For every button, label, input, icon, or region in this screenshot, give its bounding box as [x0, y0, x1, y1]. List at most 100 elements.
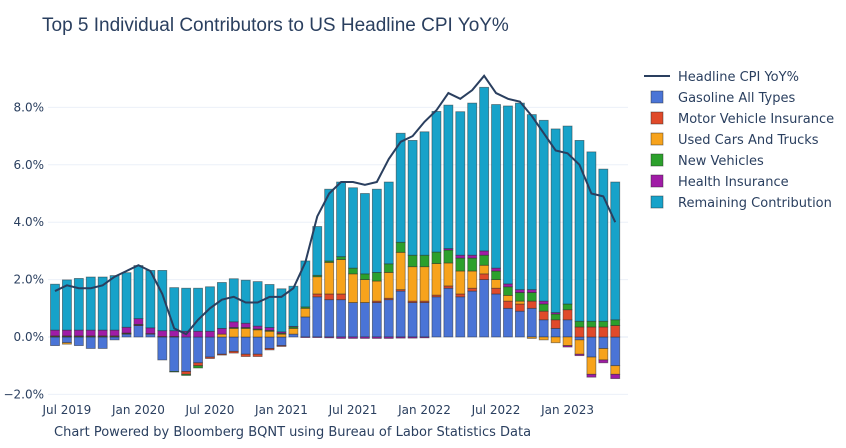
bar-used-cars-and-trucks[interactable] [526, 336, 537, 339]
bar-gasoline-all-types[interactable] [574, 336, 585, 341]
bar-health-insurance[interactable] [133, 318, 144, 325]
bar-motor-vehicle-insurance[interactable] [228, 350, 239, 354]
bar-motor-vehicle-insurance[interactable] [455, 293, 466, 298]
bar-health-insurance[interactable] [300, 336, 311, 338]
bar-health-insurance[interactable] [50, 329, 60, 337]
bar-gasoline-all-types[interactable] [121, 333, 132, 338]
bar-new-vehicles[interactable] [360, 273, 370, 280]
bar-motor-vehicle-insurance[interactable] [598, 326, 609, 338]
bar-used-cars-and-trucks[interactable] [228, 327, 239, 338]
bar-gasoline-all-types[interactable] [586, 336, 597, 358]
bar-used-cars-and-trucks[interactable] [276, 333, 287, 338]
bar-new-vehicles[interactable] [371, 272, 382, 282]
bar-remaining-contribution[interactable] [193, 287, 203, 332]
bar-motor-vehicle-insurance[interactable] [216, 353, 227, 356]
bar-remaining-contribution[interactable] [133, 265, 144, 320]
bar-gasoline-all-types[interactable] [562, 319, 573, 338]
bar-health-insurance[interactable] [395, 336, 406, 339]
bar-remaining-contribution[interactable] [550, 128, 561, 314]
bar-health-insurance[interactable] [109, 329, 120, 337]
bar-health-insurance[interactable] [503, 283, 513, 288]
bar-gasoline-all-types[interactable] [300, 316, 311, 338]
legend[interactable]: Headline CPI YoY% Gasoline All Types Motor… [644, 70, 834, 211]
bar-remaining-contribution[interactable] [181, 287, 192, 332]
bar-used-cars-and-trucks[interactable] [455, 270, 466, 295]
bar-gasoline-all-types[interactable] [276, 336, 287, 347]
bar-gasoline-all-types[interactable] [419, 302, 430, 338]
bar-motor-vehicle-insurance[interactable] [336, 293, 346, 301]
bar-health-insurance[interactable] [383, 336, 394, 339]
bar-gasoline-all-types[interactable] [216, 336, 227, 355]
bar-remaining-contribution[interactable] [562, 125, 573, 305]
bar-gasoline-all-types[interactable] [205, 336, 215, 358]
legend-item-gasoline-all-types[interactable]: Gasoline All Types [650, 90, 795, 106]
bar-health-insurance[interactable] [157, 330, 168, 337]
bar-remaining-contribution[interactable] [526, 114, 537, 291]
bar-health-insurance[interactable] [85, 329, 96, 337]
bar-gasoline-all-types[interactable] [145, 333, 156, 338]
bar-remaining-contribution[interactable] [348, 187, 358, 269]
bar-used-cars-and-trucks[interactable] [360, 279, 370, 303]
bar-gasoline-all-types[interactable] [431, 296, 442, 338]
bar-motor-vehicle-insurance[interactable] [538, 310, 549, 321]
bar-gasoline-all-types[interactable] [348, 302, 358, 338]
bar-remaining-contribution[interactable] [360, 193, 370, 275]
bar-motor-vehicle-insurance[interactable] [503, 300, 513, 309]
bar-remaining-contribution[interactable] [62, 279, 72, 331]
bar-remaining-contribution[interactable] [228, 278, 239, 323]
bar-new-vehicles[interactable] [574, 320, 585, 328]
bar-new-vehicles[interactable] [586, 320, 597, 328]
bar-health-insurance[interactable] [97, 329, 108, 337]
bar-gasoline-all-types[interactable] [550, 327, 561, 338]
bar-used-cars-and-trucks[interactable] [383, 272, 394, 299]
bar-remaining-contribution[interactable] [514, 102, 525, 291]
bar-gasoline-all-types[interactable] [288, 333, 299, 338]
bar-health-insurance[interactable] [252, 325, 263, 330]
bar-used-cars-and-trucks[interactable] [240, 327, 251, 338]
bar-remaining-contribution[interactable] [109, 275, 120, 331]
bar-motor-vehicle-insurance[interactable] [276, 345, 287, 347]
bar-used-cars-and-trucks[interactable] [371, 280, 382, 302]
bar-remaining-contribution[interactable] [336, 181, 346, 258]
bar-used-cars-and-trucks[interactable] [598, 348, 609, 361]
bar-new-vehicles[interactable] [610, 319, 621, 326]
bar-motor-vehicle-insurance[interactable] [181, 371, 192, 375]
bar-gasoline-all-types[interactable] [360, 302, 370, 338]
bar-used-cars-and-trucks[interactable] [264, 330, 275, 338]
bar-used-cars-and-trucks[interactable] [443, 262, 454, 287]
bar-gasoline-all-types[interactable] [383, 299, 394, 338]
bar-health-insurance[interactable] [193, 330, 203, 338]
bar-new-vehicles[interactable] [467, 257, 478, 272]
bar-gasoline-all-types[interactable] [538, 319, 549, 338]
bar-motor-vehicle-insurance[interactable] [252, 353, 263, 357]
legend-item-new-vehicles[interactable]: New Vehicles [650, 153, 764, 169]
bar-remaining-contribution[interactable] [169, 287, 180, 332]
bar-remaining-contribution[interactable] [157, 270, 168, 332]
bar-new-vehicles[interactable] [193, 365, 203, 369]
bar-remaining-contribution[interactable] [407, 140, 418, 256]
bar-used-cars-and-trucks[interactable] [62, 342, 72, 345]
bar-new-vehicles[interactable] [598, 320, 609, 328]
bar-motor-vehicle-insurance[interactable] [586, 326, 597, 338]
bar-remaining-contribution[interactable] [264, 284, 275, 328]
bar-used-cars-and-trucks[interactable] [336, 259, 346, 295]
bar-gasoline-all-types[interactable] [479, 279, 490, 338]
bar-used-cars-and-trucks[interactable] [419, 266, 430, 302]
bar-health-insurance[interactable] [145, 327, 156, 334]
bar-health-insurance[interactable] [169, 330, 180, 337]
bar-health-insurance[interactable] [526, 289, 537, 293]
bar-remaining-contribution[interactable] [610, 181, 621, 321]
bar-used-cars-and-trucks[interactable] [324, 261, 335, 295]
bar-health-insurance[interactable] [312, 336, 323, 338]
bar-health-insurance[interactable] [336, 336, 346, 339]
bar-motor-vehicle-insurance[interactable] [312, 293, 323, 298]
legend-item-used-cars-and-trucks[interactable]: Used Cars And Trucks [650, 132, 819, 148]
bar-remaining-contribution[interactable] [85, 276, 96, 331]
bar-gasoline-all-types[interactable] [228, 336, 239, 352]
bar-motor-vehicle-insurance[interactable] [479, 273, 490, 280]
bar-gasoline-all-types[interactable] [264, 336, 275, 349]
bar-remaining-contribution[interactable] [479, 86, 490, 252]
bar-gasoline-all-types[interactable] [62, 336, 72, 344]
bar-remaining-contribution[interactable] [419, 131, 430, 256]
bar-health-insurance[interactable] [586, 373, 597, 378]
